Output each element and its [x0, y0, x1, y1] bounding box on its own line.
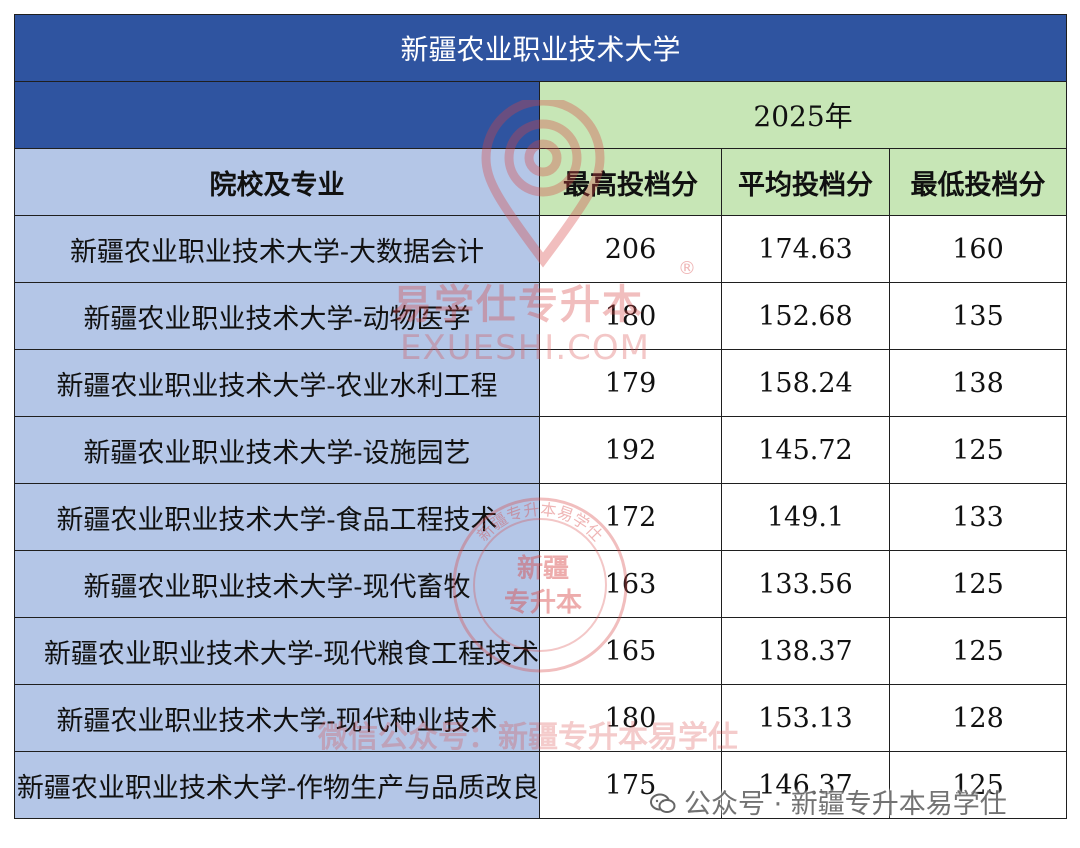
year-row-spacer — [14, 81, 540, 149]
table-row: 新疆农业职业技术大学-动物医学 180 152.68 135 — [14, 282, 1068, 350]
major-name: 新疆农业职业技术大学-食品工程技术 — [14, 483, 540, 551]
major-name: 新疆农业职业技术大学-现代种业技术 — [14, 684, 540, 752]
table-row: 新疆农业职业技术大学-农业水利工程 179 158.24 138 — [14, 349, 1068, 417]
avg-score: 152.68 — [721, 282, 890, 350]
max-score: 192 — [539, 416, 722, 484]
max-score: 180 — [539, 684, 722, 752]
major-name: 新疆农业职业技术大学-现代粮食工程技术 — [14, 617, 540, 685]
min-score: 125 — [888, 617, 1068, 685]
major-name: 新疆农业职业技术大学-现代畜牧 — [14, 550, 540, 618]
header-school-major: 院校及专业 — [14, 148, 540, 216]
table-row: 新疆农业职业技术大学-现代畜牧 163 133.56 125 — [14, 550, 1068, 618]
title-row: 新疆农业职业技术大学 — [13, 14, 1068, 82]
min-score: 125 — [888, 416, 1068, 484]
max-score: 172 — [539, 483, 722, 551]
avg-score: 158.24 — [721, 349, 890, 417]
table-row: 新疆农业职业技术大学-食品工程技术 172 149.1 133 — [14, 483, 1068, 551]
header-max-score: 最高投档分 — [539, 148, 722, 216]
major-name: 新疆农业职业技术大学-农业水利工程 — [14, 349, 540, 417]
avg-score: 153.13 — [721, 684, 890, 752]
major-name: 新疆农业职业技术大学-动物医学 — [14, 282, 540, 350]
major-name: 新疆农业职业技术大学-作物生产与品质改良 — [14, 751, 540, 819]
avg-score: 138.37 — [721, 617, 890, 685]
min-score: 128 — [888, 684, 1068, 752]
table-row: 新疆农业职业技术大学-大数据会计 206 174.63 160 — [14, 215, 1068, 283]
column-header-row: 院校及专业 最高投档分 平均投档分 最低投档分 — [14, 148, 1068, 216]
max-score: 179 — [539, 349, 722, 417]
min-score: 135 — [888, 282, 1068, 350]
year-header: 2025年 — [538, 81, 1068, 149]
max-score: 163 — [539, 550, 722, 618]
header-min-score: 最低投档分 — [888, 148, 1068, 216]
major-name-text: 新疆农业职业技术大学-现代粮食工程技术 — [43, 638, 539, 670]
avg-score: 145.72 — [721, 416, 890, 484]
min-score: 160 — [888, 215, 1068, 283]
table-row: 新疆农业职业技术大学-设施园艺 192 145.72 125 — [14, 416, 1068, 484]
min-score: 125 — [888, 550, 1068, 618]
table-title: 新疆农业职业技术大学 — [13, 14, 1068, 82]
header-avg-score: 平均投档分 — [721, 148, 890, 216]
major-name: 新疆农业职业技术大学-大数据会计 — [14, 215, 540, 283]
major-name: 新疆农业职业技术大学-设施园艺 — [14, 416, 540, 484]
table-row: 新疆农业职业技术大学-作物生产与品质改良 175 146.37 125 — [14, 751, 1068, 819]
score-table: 新疆农业职业技术大学 2025年 院校及专业 最高投档分 平均投档分 最低投档分… — [13, 14, 1068, 819]
major-name-text: 新疆农业职业技术大学-作物生产与品质改良 — [16, 772, 539, 804]
max-score: 175 — [539, 751, 722, 819]
avg-score: 174.63 — [721, 215, 890, 283]
max-score: 180 — [539, 282, 722, 350]
table-row: 新疆农业职业技术大学-现代粮食工程技术 165 138.37 125 — [14, 617, 1068, 685]
max-score: 206 — [539, 215, 722, 283]
min-score: 138 — [888, 349, 1068, 417]
year-row: 2025年 — [14, 81, 1068, 149]
max-score: 165 — [539, 617, 722, 685]
min-score: 133 — [888, 483, 1068, 551]
min-score: 125 — [888, 751, 1068, 819]
avg-score: 149.1 — [721, 483, 890, 551]
table-row: 新疆农业职业技术大学-现代种业技术 180 153.13 128 — [14, 684, 1068, 752]
avg-score: 133.56 — [721, 550, 890, 618]
avg-score: 146.37 — [721, 751, 890, 819]
